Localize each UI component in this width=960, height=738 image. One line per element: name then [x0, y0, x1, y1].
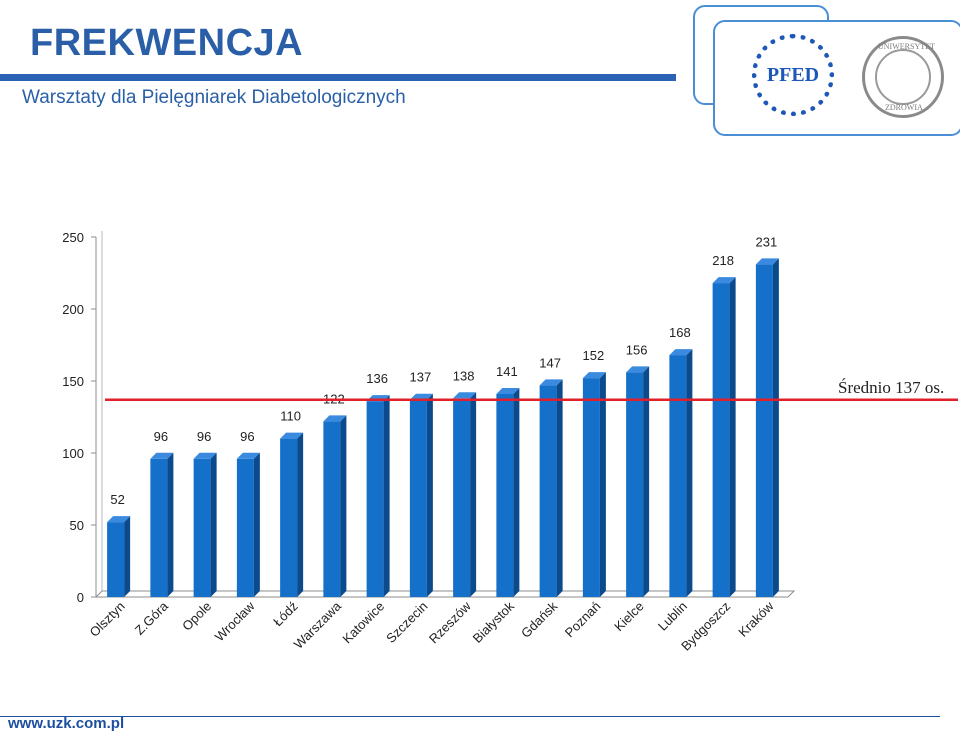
bar-top	[280, 432, 304, 439]
average-label: Średnio 137 os.	[838, 378, 945, 397]
bar-top	[712, 277, 736, 284]
data-label: 96	[240, 429, 254, 444]
y-tick-label: 150	[62, 374, 84, 389]
bar-side	[599, 372, 606, 597]
x-tick-label: Wrocław	[212, 598, 258, 644]
bar-side	[686, 349, 693, 597]
bar-side	[124, 516, 131, 597]
bar	[496, 393, 514, 597]
data-label: 52	[110, 492, 124, 507]
uzk-logo-bottom-text: ZDROWIA	[885, 103, 923, 112]
bar-side	[470, 392, 477, 597]
bar	[755, 264, 773, 597]
bar-side	[167, 452, 174, 597]
bar-side	[210, 452, 217, 597]
bar-top	[193, 452, 217, 459]
bar-side	[513, 387, 520, 597]
data-label: 147	[539, 355, 561, 370]
data-label: 96	[197, 429, 211, 444]
bar-side	[556, 379, 563, 597]
data-label: 156	[626, 342, 648, 357]
x-tick-label: Kraków	[735, 598, 777, 640]
bar-top	[150, 452, 174, 459]
bar-side	[729, 277, 736, 597]
bar-side	[772, 258, 779, 597]
data-label: 138	[453, 368, 475, 383]
bar	[150, 458, 168, 597]
data-label: 168	[669, 325, 691, 340]
bar	[323, 421, 341, 597]
bar	[409, 399, 427, 597]
bar-side	[643, 366, 650, 597]
data-label: 110	[280, 409, 301, 424]
x-tick-label: Gdańsk	[518, 598, 561, 641]
data-label: 96	[154, 429, 168, 444]
bar-top	[626, 366, 650, 373]
bar-top	[236, 452, 260, 459]
bar-side	[426, 393, 433, 597]
page-subtitle: Warsztaty dla Pielęgniarek Diabetologicz…	[22, 87, 406, 108]
bar-top	[582, 372, 606, 379]
x-tick-label: Kielce	[611, 599, 647, 635]
x-tick-label: Olsztyn	[86, 599, 127, 640]
uzk-logo-emblem	[875, 49, 931, 105]
bar-top	[496, 387, 520, 394]
bar	[539, 385, 557, 597]
bar	[626, 372, 644, 597]
x-tick-label: Białystok	[470, 598, 518, 646]
x-tick-label: Opole	[179, 599, 214, 634]
data-label: 141	[496, 364, 518, 379]
bar-top	[453, 392, 477, 399]
uzk-logo-top-text: UNIWERSYTET	[878, 42, 935, 51]
pfed-logo: PFED	[752, 34, 834, 116]
bar-top	[669, 349, 693, 356]
pfed-logo-text: PFED	[766, 63, 820, 86]
x-tick-label: Lublin	[655, 599, 690, 634]
bar-side	[340, 415, 347, 597]
data-label: 137	[410, 370, 432, 385]
title-underline	[0, 74, 676, 81]
data-label: 231	[756, 234, 778, 249]
y-tick-label: 250	[62, 230, 84, 245]
bar-top	[409, 393, 433, 400]
bar	[280, 438, 298, 597]
bar	[453, 398, 471, 597]
bar-side	[297, 432, 304, 597]
bar	[669, 355, 687, 597]
x-tick-label: Katowice	[339, 599, 387, 647]
data-label: 152	[583, 348, 605, 363]
bar-side	[253, 452, 260, 597]
y-tick-label: 50	[70, 518, 84, 533]
bar-top	[107, 516, 131, 523]
bar	[107, 522, 125, 597]
bar	[712, 283, 730, 597]
x-tick-label: Z.Góra	[132, 598, 172, 638]
bar	[582, 378, 600, 597]
page-title: FREKWENCJA	[30, 22, 304, 64]
bar-top	[323, 415, 347, 422]
x-tick-label: Warszawa	[291, 598, 345, 652]
data-label: 136	[366, 371, 388, 386]
chart-floor	[94, 590, 796, 598]
footer-url[interactable]: www.uzk.com.pl	[8, 715, 125, 732]
bar-top	[755, 258, 779, 265]
bar-side	[383, 395, 390, 597]
y-tick-label: 0	[77, 590, 84, 605]
x-tick-label: Łódź	[270, 599, 301, 630]
bar-top	[539, 379, 563, 386]
y-tick-label: 200	[62, 302, 84, 317]
bar	[236, 458, 254, 597]
y-tick-label: 100	[62, 446, 84, 461]
x-tick-label: Rzeszów	[426, 598, 474, 646]
bar	[366, 401, 384, 597]
uzk-logo	[862, 36, 944, 118]
x-tick-label: Poznań	[562, 599, 604, 641]
bar	[193, 458, 211, 597]
x-tick-label: Szczecin	[383, 599, 430, 646]
footer-line	[0, 716, 940, 717]
data-label: 218	[712, 253, 734, 268]
